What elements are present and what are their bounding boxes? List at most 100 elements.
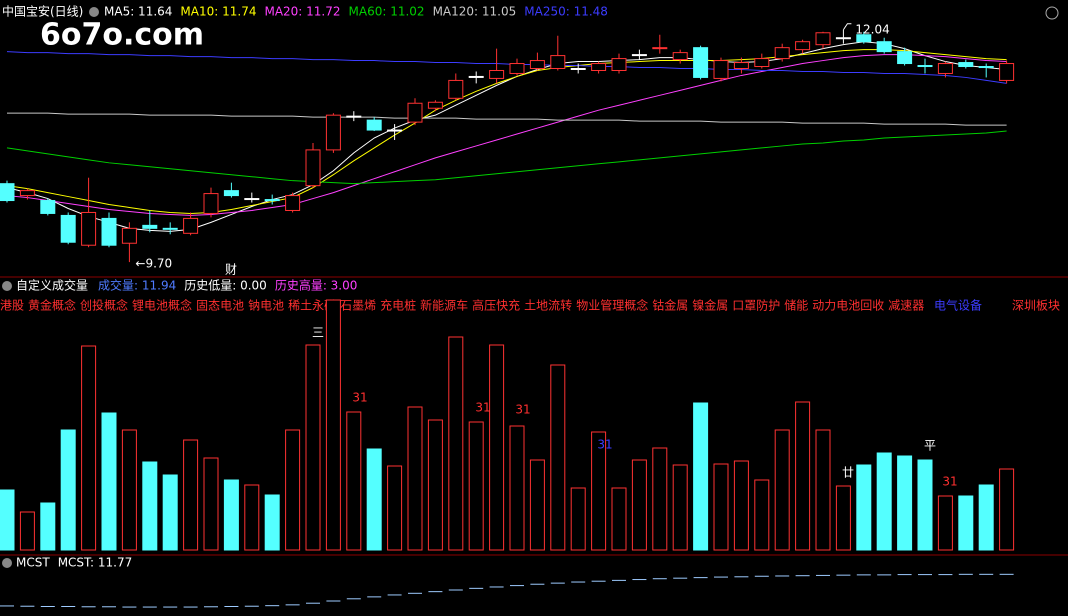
candle-body (244, 198, 260, 201)
icon[interactable] (1045, 6, 1059, 20)
bar-mark: 平 (924, 439, 936, 453)
volume-bar (754, 479, 770, 551)
volume-bar (999, 468, 1015, 551)
icon[interactable] (2, 281, 12, 291)
candle-body (570, 68, 586, 71)
candle-body (101, 217, 117, 246)
volume-bar (509, 425, 525, 551)
candle-body (876, 41, 892, 53)
legend-item: 新能源车 (420, 298, 468, 313)
legend-item: 创投概念 (80, 298, 128, 313)
candle-body (81, 211, 97, 246)
legend-item: 土地流转 (524, 298, 572, 313)
annotation: 12.04 (855, 22, 889, 36)
candle-body (305, 149, 321, 187)
volume-bar (142, 461, 158, 551)
candle-body (856, 34, 872, 43)
volume-bar (468, 421, 484, 551)
volume-bar (591, 431, 607, 551)
candle-body (264, 199, 280, 202)
candle-body (489, 69, 505, 79)
candle-body (509, 63, 525, 74)
volume-bar (121, 429, 137, 551)
legend-item: 固态电池 (196, 299, 244, 313)
bar-mark: 31 (515, 403, 530, 417)
volume-bar (856, 464, 872, 551)
legend-item: MA10: 11.74 (180, 5, 256, 19)
indicator-value: MCST: 11.77 (58, 556, 133, 570)
icon[interactable] (2, 558, 12, 568)
candle-body (999, 63, 1015, 81)
volume-bar (897, 455, 913, 551)
ma-line (6, 41, 1007, 232)
candle-body (978, 66, 994, 69)
volume-bar (325, 299, 341, 551)
legend-item: MCST (16, 556, 50, 570)
candle-body (142, 224, 158, 229)
volume-bar (570, 487, 586, 551)
candle-body (693, 47, 709, 78)
legend-item: MA250: 11.48 (524, 5, 608, 19)
volume-bar (937, 495, 953, 551)
candle-body (183, 217, 199, 234)
bar-mark: 31 (942, 475, 957, 489)
volume-bar (958, 495, 974, 551)
volume-bar (346, 411, 362, 551)
legend-item: 高压快充 (472, 298, 520, 313)
candle-body (652, 47, 668, 50)
legend-item: 黄金概念 (28, 298, 76, 313)
candle-body (611, 58, 627, 71)
volume-bar (672, 464, 688, 551)
ma-line (6, 49, 1007, 214)
industry: 电气设备 (934, 298, 982, 313)
volume-bar (427, 419, 443, 551)
candle-body (325, 114, 341, 151)
bar-mark: 三 (312, 326, 324, 340)
volume-bar (40, 502, 56, 551)
watermark: 6o7o.com (40, 18, 204, 53)
candle-body (407, 102, 423, 123)
legend-item: 钠电池 (248, 298, 284, 313)
volume-bar (631, 459, 647, 551)
candle-body (121, 227, 137, 244)
candle-body (19, 190, 35, 197)
icon[interactable] (89, 7, 99, 17)
candle-body (733, 62, 749, 70)
volume-bar (489, 344, 505, 551)
volume-bar (223, 479, 239, 551)
bar-mark: 31 (597, 438, 612, 452)
volume-bar (652, 447, 668, 551)
volume-bar (60, 429, 76, 551)
legend-item: 镍金属 (692, 298, 728, 313)
candle-body (529, 60, 545, 70)
volume-bar (917, 459, 933, 551)
volume-bar (876, 452, 892, 551)
legend-item: 储能 (784, 298, 808, 313)
volume-bar (183, 439, 199, 551)
candle-body (631, 54, 647, 57)
candle-body (550, 55, 566, 70)
volume-bar (978, 484, 994, 551)
volume-bar (162, 474, 178, 551)
legend-item: 口罩防护 (732, 298, 780, 313)
legend-item: 动力电池回收 (812, 299, 884, 313)
candle-body (366, 119, 382, 131)
candle-body (40, 200, 56, 214)
volume-bar (19, 511, 35, 551)
candle-body (162, 227, 178, 230)
bar-mark: 廿 (842, 466, 854, 480)
legend-item: 港股 (0, 299, 24, 313)
bar-mark: 31 (475, 401, 490, 415)
legend-item: 减速器 (888, 299, 924, 313)
candle-body (285, 195, 301, 211)
volume-bar (693, 402, 709, 551)
candle-body (591, 63, 607, 71)
chart-title: 中国宝安(日线) (2, 4, 83, 19)
candle-body (815, 32, 831, 46)
legend-item: 充电桩 (380, 298, 416, 313)
annotation-pointer (842, 23, 852, 31)
legend-item: 成交量: 11.94 (98, 278, 176, 293)
legend-item: MA20: 11.72 (264, 5, 340, 19)
